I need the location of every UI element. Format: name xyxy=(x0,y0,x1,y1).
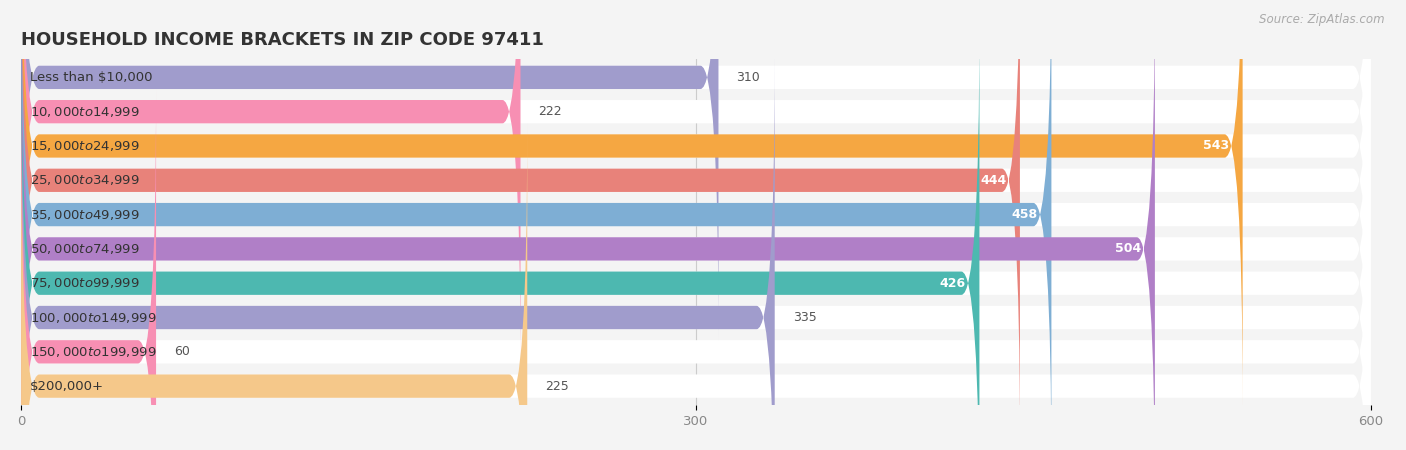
Text: $75,000 to $99,999: $75,000 to $99,999 xyxy=(30,276,139,290)
Text: 222: 222 xyxy=(538,105,562,118)
FancyBboxPatch shape xyxy=(21,123,1371,450)
FancyBboxPatch shape xyxy=(21,0,1243,409)
Text: 543: 543 xyxy=(1204,140,1229,153)
Text: Less than $10,000: Less than $10,000 xyxy=(30,71,153,84)
FancyBboxPatch shape xyxy=(21,0,718,340)
Text: $200,000+: $200,000+ xyxy=(30,380,104,393)
FancyBboxPatch shape xyxy=(21,20,980,450)
Text: $100,000 to $149,999: $100,000 to $149,999 xyxy=(30,310,156,324)
Text: $10,000 to $14,999: $10,000 to $14,999 xyxy=(30,105,139,119)
Text: HOUSEHOLD INCOME BRACKETS IN ZIP CODE 97411: HOUSEHOLD INCOME BRACKETS IN ZIP CODE 97… xyxy=(21,31,544,49)
Text: 444: 444 xyxy=(980,174,1007,187)
Text: 458: 458 xyxy=(1012,208,1038,221)
Text: 335: 335 xyxy=(793,311,817,324)
FancyBboxPatch shape xyxy=(21,0,1371,374)
FancyBboxPatch shape xyxy=(21,55,1371,450)
FancyBboxPatch shape xyxy=(21,0,520,374)
Text: Source: ZipAtlas.com: Source: ZipAtlas.com xyxy=(1260,14,1385,27)
Text: 426: 426 xyxy=(939,277,966,290)
FancyBboxPatch shape xyxy=(21,0,1019,443)
Text: $50,000 to $74,999: $50,000 to $74,999 xyxy=(30,242,139,256)
FancyBboxPatch shape xyxy=(21,0,1371,340)
Text: $150,000 to $199,999: $150,000 to $199,999 xyxy=(30,345,156,359)
FancyBboxPatch shape xyxy=(21,89,1371,450)
FancyBboxPatch shape xyxy=(21,20,1371,450)
FancyBboxPatch shape xyxy=(21,0,1052,450)
Text: 60: 60 xyxy=(174,345,190,358)
FancyBboxPatch shape xyxy=(21,0,1371,409)
FancyBboxPatch shape xyxy=(21,0,1371,443)
Text: 504: 504 xyxy=(1115,243,1142,256)
FancyBboxPatch shape xyxy=(21,55,775,450)
Text: $15,000 to $24,999: $15,000 to $24,999 xyxy=(30,139,139,153)
FancyBboxPatch shape xyxy=(21,0,1371,450)
Text: 225: 225 xyxy=(546,380,569,393)
FancyBboxPatch shape xyxy=(21,0,1154,450)
Text: $35,000 to $49,999: $35,000 to $49,999 xyxy=(30,207,139,221)
FancyBboxPatch shape xyxy=(21,89,156,450)
Text: $25,000 to $34,999: $25,000 to $34,999 xyxy=(30,173,139,187)
Text: 310: 310 xyxy=(737,71,761,84)
FancyBboxPatch shape xyxy=(21,123,527,450)
FancyBboxPatch shape xyxy=(21,0,1371,450)
